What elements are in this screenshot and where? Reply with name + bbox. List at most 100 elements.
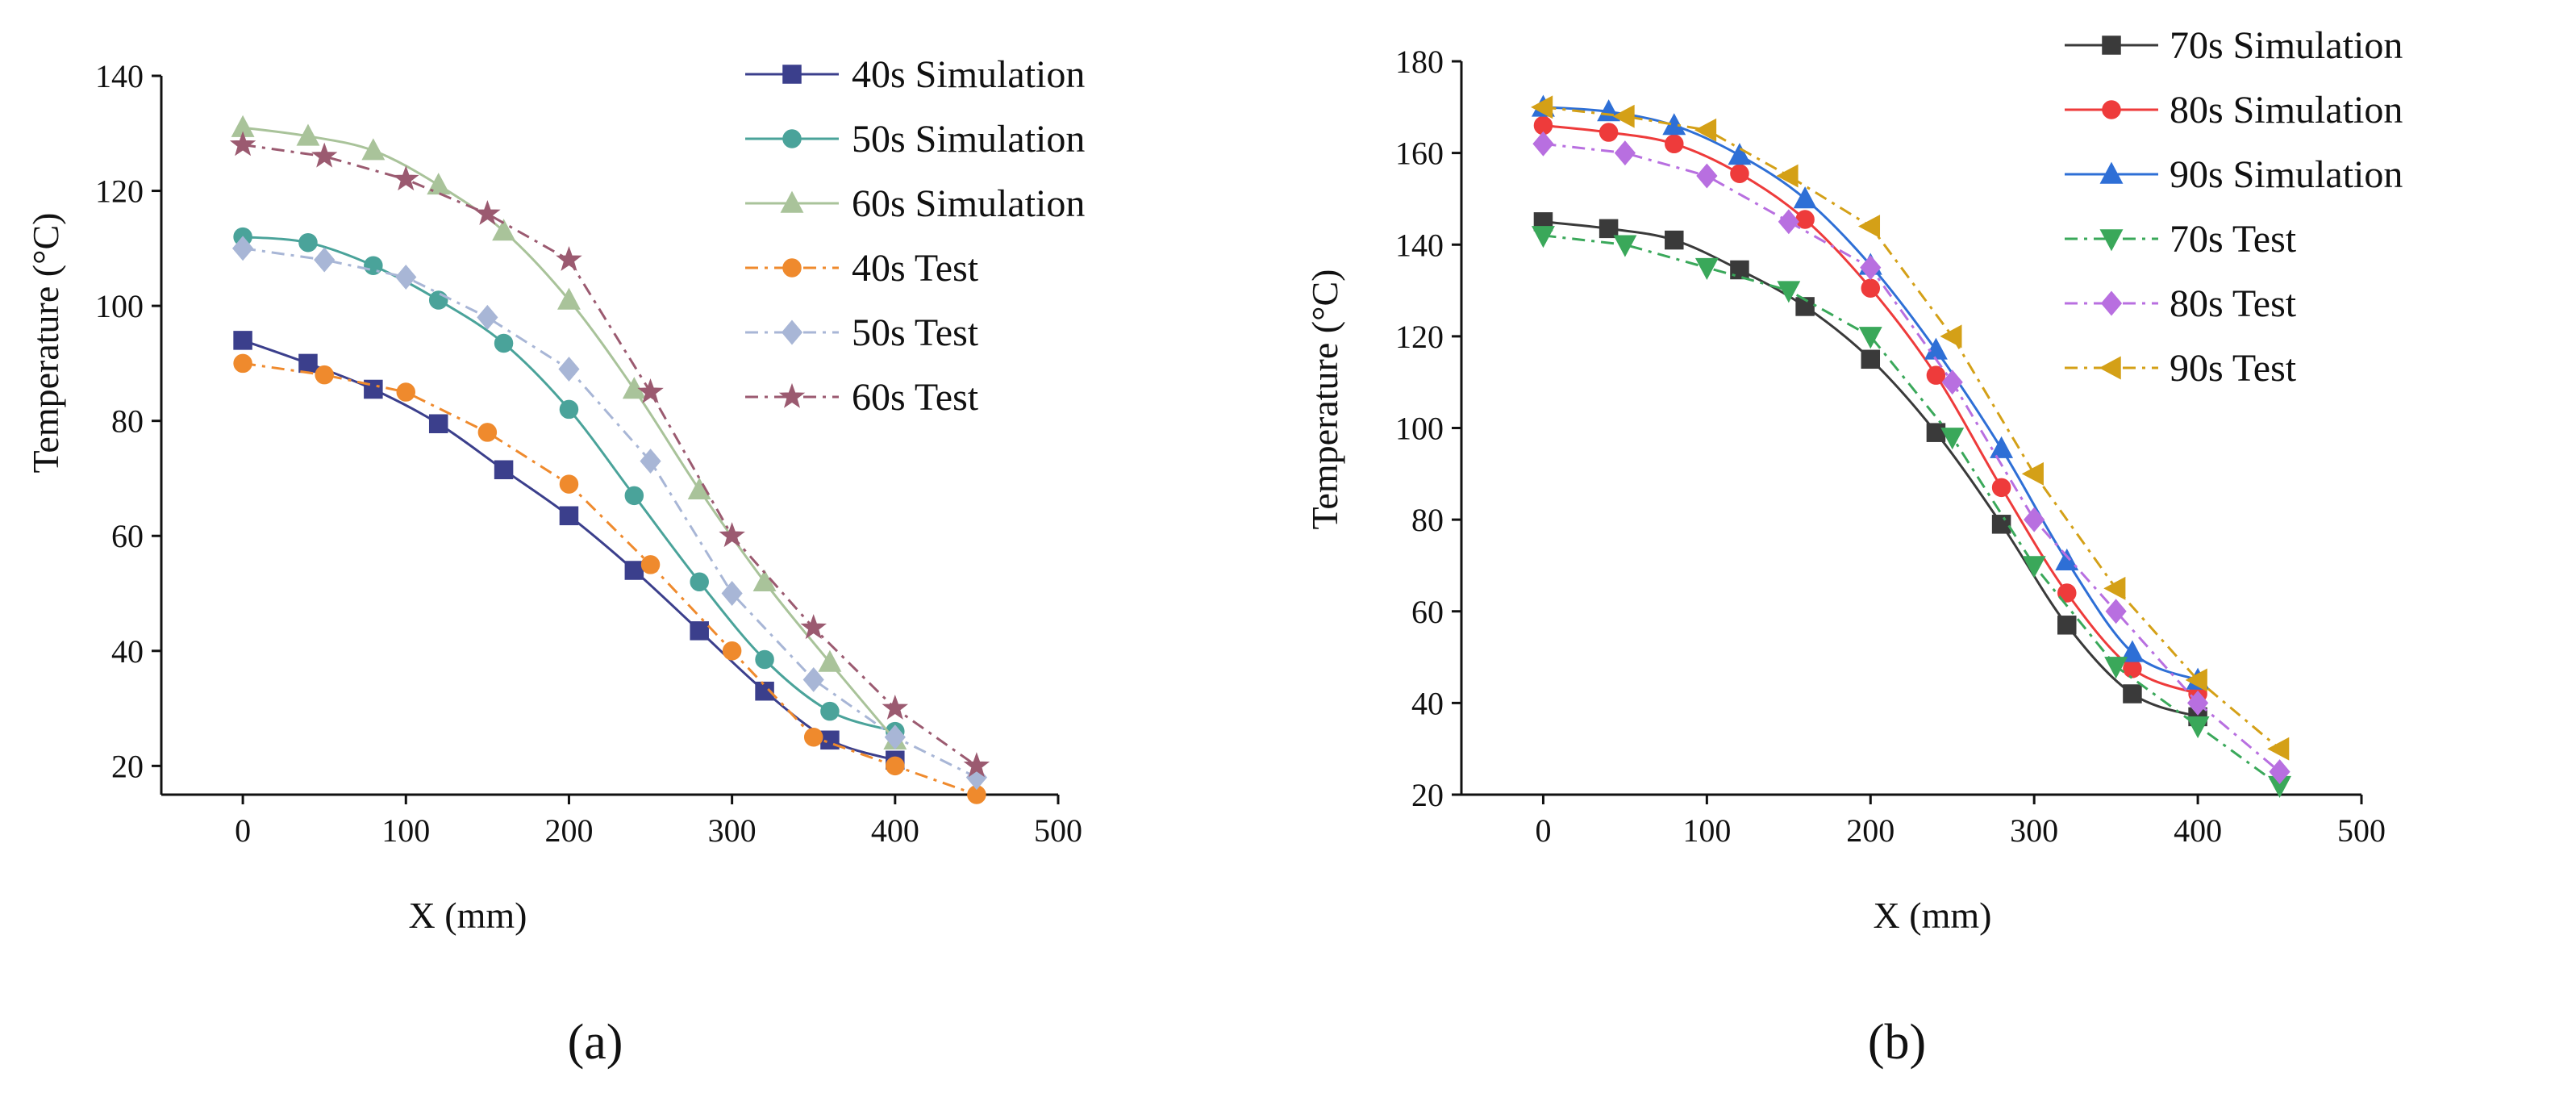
data-point	[690, 621, 709, 641]
data-point	[298, 232, 318, 253]
legend-label: 50s Simulation	[852, 118, 1085, 161]
x-tick-label: 200	[544, 812, 593, 849]
series-line	[1543, 234, 2281, 787]
data-point	[1728, 143, 1752, 165]
data-point	[492, 219, 516, 241]
data-point	[298, 353, 318, 374]
series-line	[1543, 106, 2199, 682]
plot-frame	[1452, 60, 2363, 804]
data-point	[1940, 428, 1965, 450]
series-layer	[1531, 94, 2291, 798]
legend-marker	[2100, 290, 2123, 316]
data-point	[755, 649, 774, 670]
data-point	[559, 506, 579, 526]
data-point	[2103, 576, 2126, 600]
data-point	[1694, 257, 1719, 280]
data-point	[2186, 716, 2210, 739]
data-point	[1926, 365, 1946, 385]
data-point	[1926, 423, 1946, 442]
plot-frame	[152, 74, 1060, 804]
data-point	[1532, 226, 1555, 248]
legend-label: 60s Simulation	[852, 182, 1085, 225]
y-tick-label: 140	[95, 58, 144, 94]
data-point	[1941, 369, 1963, 395]
data-point	[233, 353, 252, 374]
data-point	[800, 614, 827, 640]
y-axis-label: Temperature (°C)	[1304, 269, 1345, 530]
data-point	[477, 423, 498, 442]
legend-marker	[782, 258, 802, 278]
legend-label: 40s Simulation	[852, 53, 1085, 96]
data-point	[1991, 478, 2011, 498]
data-point	[1532, 131, 1554, 157]
x-tick-label: 0	[1535, 812, 1551, 849]
x-tick-label: 0	[235, 812, 251, 849]
data-point	[1612, 104, 1635, 128]
y-tick-label: 120	[95, 173, 144, 210]
chart-panel-a: 0 100 200 300 400 500 20 40 60 80 100 120 140 X (mm)…	[25, 53, 1085, 1070]
x-tick-label: 100	[381, 812, 430, 849]
panel-caption: (a)	[568, 1015, 623, 1070]
legend: 40s Simulation 50s Simulation 60s Simulati…	[745, 53, 1085, 419]
legend-entry: 80s Test	[2065, 282, 2297, 325]
data-point	[315, 365, 334, 385]
data-point	[1940, 324, 1962, 349]
legend-label: 70s Test	[2170, 218, 2297, 261]
legend: 70s Simulation 80s Simulation 90s Simulati…	[2065, 24, 2403, 390]
y-tick-label: 20	[111, 748, 144, 784]
series-line	[242, 236, 896, 733]
y-tick-label: 80	[111, 403, 144, 440]
x-tick-label: 100	[1682, 812, 1731, 849]
data-point	[1665, 134, 1684, 154]
data-point	[687, 477, 711, 499]
series-40s-simulation	[233, 331, 905, 770]
data-point	[755, 681, 774, 701]
x-tick-label: 400	[871, 812, 919, 849]
data-point	[364, 256, 383, 275]
data-point	[1694, 118, 1717, 142]
y-tick-label: 40	[1411, 685, 1444, 721]
data-point	[494, 333, 514, 353]
data-point	[820, 701, 840, 721]
panel-caption: (b)	[1868, 1015, 1926, 1070]
data-point	[1793, 186, 1817, 209]
data-point	[2123, 684, 2142, 703]
legend-label: 90s Test	[2170, 347, 2297, 390]
legend-entry: 60s Test	[745, 376, 979, 419]
x-tick-label: 300	[708, 812, 757, 849]
data-point	[752, 569, 777, 592]
data-point	[2024, 507, 2045, 532]
y-tick-label: 100	[1395, 411, 1444, 447]
legend-entry: 40s Test	[745, 247, 979, 290]
legend-entry: 60s Simulation	[745, 182, 1085, 225]
legend-marker	[781, 319, 803, 345]
data-point	[2057, 583, 2077, 603]
data-point	[802, 666, 824, 692]
data-point	[1924, 337, 1948, 360]
x-axis-label: X (mm)	[409, 895, 527, 936]
data-point	[2123, 659, 2142, 678]
data-point	[428, 290, 448, 310]
data-point	[392, 165, 419, 191]
data-point	[1795, 210, 1815, 229]
data-point	[232, 236, 254, 261]
data-point	[2269, 759, 2290, 785]
series-70s-test	[1532, 226, 2291, 798]
data-point	[2120, 640, 2145, 662]
data-point	[1778, 209, 1799, 235]
data-point	[1860, 255, 1882, 281]
series-line	[1543, 124, 2199, 695]
y-tick-label: 180	[1395, 44, 1444, 80]
series-line	[242, 247, 977, 779]
legend-label: 80s Test	[2170, 282, 2297, 325]
data-point	[559, 399, 579, 420]
data-point	[428, 414, 448, 433]
legend-label: 90s Simulation	[2170, 153, 2403, 196]
data-point	[2055, 548, 2079, 571]
tick-labels: 0 100 200 300 400 500 20 40 60 80 100 120 140	[95, 58, 1082, 849]
legend-marker	[2099, 161, 2124, 184]
data-point	[721, 581, 743, 606]
data-point	[494, 460, 514, 480]
series-90s-test	[1531, 95, 2290, 761]
data-point	[882, 694, 909, 720]
